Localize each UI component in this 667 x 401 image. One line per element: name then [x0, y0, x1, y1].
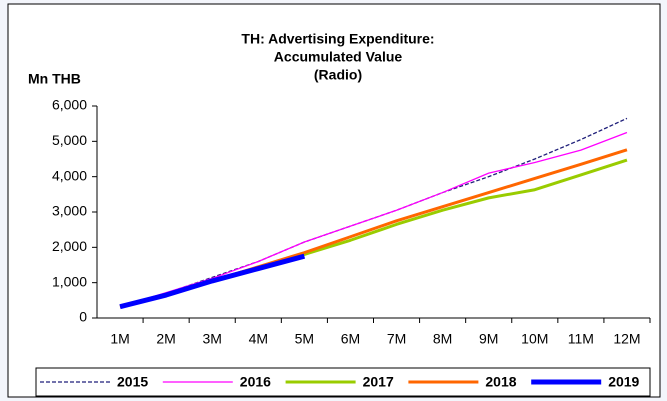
x-tick-label: 1M	[110, 331, 129, 347]
series-line	[119, 253, 306, 310]
chart-title: TH: Advertising Expenditure:	[241, 31, 434, 47]
x-tick-label: 4M	[249, 331, 268, 347]
x-tick-label: 7M	[387, 331, 406, 347]
chart-title: (Radio)	[314, 67, 362, 83]
legend-text: 2017	[363, 374, 394, 390]
x-tick-label: 5M	[295, 331, 314, 347]
legend-text: 2019	[608, 374, 639, 390]
y-tick-label: 4,000	[52, 167, 87, 183]
x-tick-label: 9M	[479, 331, 498, 347]
y-tick-label: 6,000	[52, 97, 87, 113]
y-tick-label: 2,000	[52, 238, 87, 254]
y-tick-label: 1,000	[52, 273, 87, 289]
y-tick-label: 0	[79, 309, 87, 325]
chart-frame	[7, 3, 661, 398]
x-tick-label: 8M	[433, 331, 452, 347]
y-axis-label: Mn THB	[28, 71, 81, 87]
x-tick-label: 6M	[341, 331, 360, 347]
y-tick-label: 5,000	[52, 132, 87, 148]
x-tick-label: 10M	[521, 331, 548, 347]
y-tick-label: 3,000	[52, 203, 87, 219]
legend-text: 2015	[117, 374, 148, 390]
legend-text: 2016	[240, 374, 271, 390]
x-tick-label: 2M	[156, 331, 175, 347]
legend-text: 2018	[485, 374, 516, 390]
x-tick-label: 3M	[202, 331, 221, 347]
x-tick-label: 12M	[613, 331, 640, 347]
chart-title: Accumulated Value	[274, 49, 403, 65]
x-tick-label: 11M	[568, 331, 594, 347]
